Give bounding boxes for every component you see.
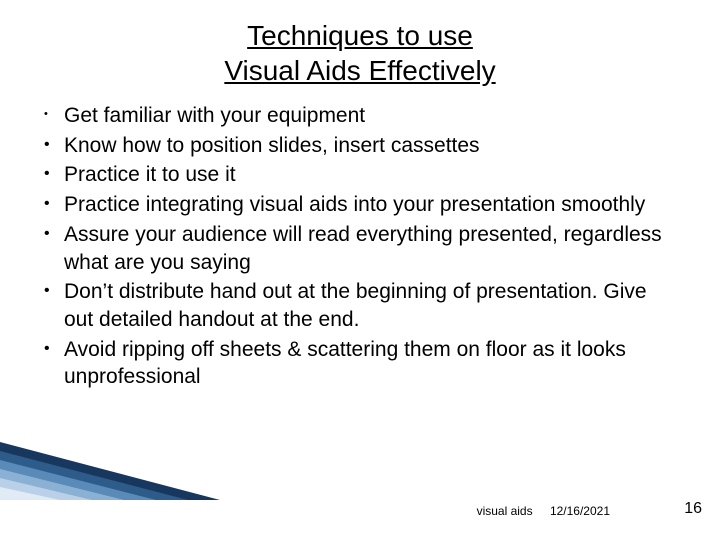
title-line-2: Visual Aids Effectively [0,53,720,88]
title-line-1: Techniques to use [0,18,720,53]
list-item-text: Avoid ripping off sheets & scattering th… [64,338,626,389]
list-item: Get familiar with your equipment [42,102,680,130]
list-item: Avoid ripping off sheets & scattering th… [42,336,680,391]
list-item: Assure your audience will read everythin… [42,221,680,276]
list-item: Practice it to use it [42,161,680,189]
slide-body: Get familiar with your equipment Know ho… [42,102,680,393]
list-item-text: Don’t distribute hand out at the beginni… [64,280,647,331]
slide-title: Techniques to use Visual Aids Effectivel… [0,18,720,88]
list-item-text: Get familiar with your equipment [64,104,365,127]
list-item: Practice integrating visual aids into yo… [42,191,680,219]
list-item: Know how to position slides, insert cass… [42,132,680,160]
list-item: Don’t distribute hand out at the beginni… [42,278,680,333]
triangle-layer [0,487,60,500]
list-item-text: Practice it to use it [64,163,236,186]
footer: visual aids 12/16/2021 [477,504,610,518]
list-item-text: Know how to position slides, insert cass… [64,134,480,157]
footer-label: visual aids [477,504,533,518]
list-item-text: Practice integrating visual aids into yo… [64,193,645,216]
slide: { "title": { "line1": "Techniques to use… [0,0,720,540]
footer-date: 12/16/2021 [550,504,610,518]
list-item-text: Assure your audience will read everythin… [64,223,662,274]
page-number: 16 [684,500,702,518]
bullet-list: Get familiar with your equipment Know ho… [42,102,680,391]
